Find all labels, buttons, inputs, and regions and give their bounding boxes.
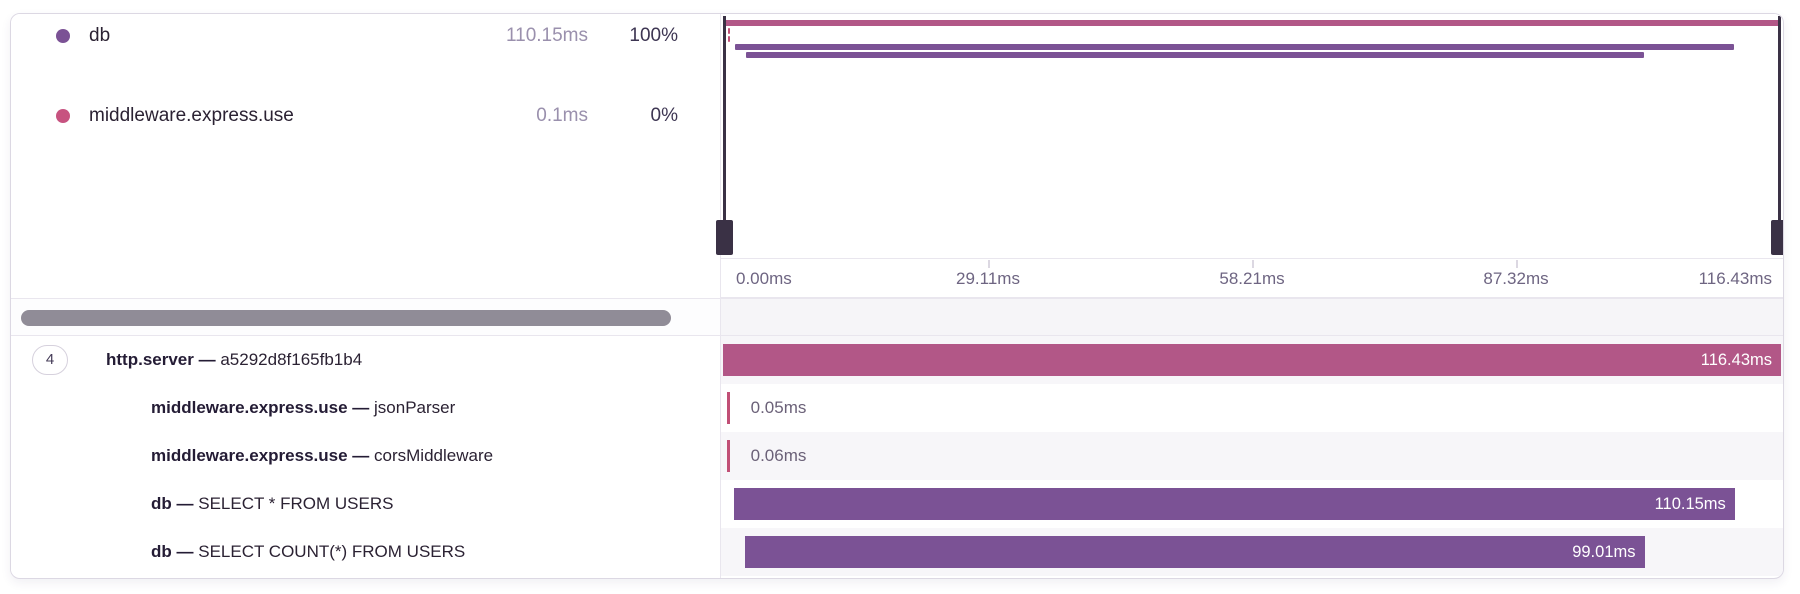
- span-duration-bar[interactable]: [726, 440, 730, 472]
- axis-label: 0.00ms: [736, 269, 792, 288]
- bar-track: 0.05ms: [723, 384, 1781, 432]
- axis-tick: [1516, 260, 1518, 268]
- db-color-dot: [56, 29, 70, 43]
- span-row-label-cell: middleware.express.use — corsMiddleware: [11, 432, 720, 480]
- minimap-bar-jsonparser: [727, 28, 730, 34]
- span-row-bar-cell: 116.43ms: [720, 336, 1783, 384]
- legend-percent: 0%: [650, 105, 678, 126]
- legend-percent: 100%: [629, 25, 678, 46]
- separator: —: [176, 542, 194, 561]
- span-op: http.server: [106, 350, 194, 369]
- span-tree: 4 http.server — a5292d8f165fb1b4 116.43m…: [11, 336, 1783, 576]
- legend-duration: 110.15ms: [505, 25, 588, 46]
- axis-label: 29.11ms: [956, 269, 1020, 288]
- minimap-selection-left-line: [723, 16, 726, 254]
- span-row-label-cell: db — SELECT * FROM USERS: [11, 480, 720, 528]
- span-row-label-cell: 4 http.server — a5292d8f165fb1b4: [11, 336, 720, 384]
- legend-item-db: db 110.15ms 100%: [11, 14, 720, 58]
- minimap-selection-right-line: [1778, 16, 1781, 254]
- span-duration-label: 0.05ms: [750, 398, 807, 417]
- span-title: db — SELECT * FROM USERS: [151, 480, 393, 528]
- separator: —: [176, 494, 194, 513]
- minimap-right-drag-handle[interactable]: [1771, 220, 1783, 255]
- span-row-db-count[interactable]: db — SELECT COUNT(*) FROM USERS 99.01ms: [11, 528, 1783, 576]
- axis-label: 116.43ms: [1698, 269, 1772, 288]
- span-ops-breakdown: db 110.15ms 100% middleware.express.use …: [11, 14, 720, 298]
- minimap-bar-db-count: [745, 52, 1644, 58]
- legend-item-middleware: middleware.express.use 0.1ms 0%: [11, 94, 720, 138]
- separator: —: [352, 398, 370, 417]
- minimap-bar-corsmiddleware: [727, 36, 730, 42]
- minimap-bar-db-select: [734, 44, 1734, 50]
- span-title: middleware.express.use — corsMiddleware: [151, 432, 493, 480]
- span-op: middleware.express.use: [151, 446, 348, 465]
- span-row-jsonparser[interactable]: middleware.express.use — jsonParser 0.05…: [11, 384, 1783, 432]
- span-duration-label: 116.43ms: [1700, 351, 1772, 369]
- span-duration-label: 0.06ms: [750, 446, 807, 465]
- span-list-scrollbar-track[interactable]: [11, 298, 720, 336]
- span-row-label-cell: middleware.express.use — jsonParser: [11, 384, 720, 432]
- span-duration-bar[interactable]: 116.43ms: [723, 344, 1781, 376]
- span-row-http-server[interactable]: 4 http.server — a5292d8f165fb1b4 116.43m…: [11, 336, 1783, 384]
- span-op: db: [151, 542, 172, 561]
- span-op: db: [151, 494, 172, 513]
- span-duration-bar[interactable]: [726, 392, 730, 424]
- span-op: middleware.express.use: [151, 398, 348, 417]
- span-row-bar-cell: 0.06ms: [720, 432, 1783, 480]
- span-duration-label: 99.01ms: [1572, 543, 1636, 561]
- minimap-bar-http-server: [724, 20, 1780, 26]
- span-description: SELECT COUNT(*) FROM USERS: [198, 542, 466, 561]
- separator: —: [352, 446, 370, 465]
- timeline-column: 0.00ms 29.11ms 58.21ms 87.32ms 116.43ms: [716, 14, 1783, 578]
- minimap-left-drag-handle[interactable]: [716, 220, 733, 255]
- child-count-badge[interactable]: 4: [32, 345, 68, 375]
- bar-track: 99.01ms: [723, 528, 1781, 576]
- span-row-bar-cell: 110.15ms: [720, 480, 1783, 528]
- legend-duration: 0.1ms: [536, 105, 588, 126]
- scrollbar-row-timeline-side: [720, 298, 1783, 336]
- separator: —: [198, 350, 216, 369]
- span-row-label-cell: db — SELECT COUNT(*) FROM USERS: [11, 528, 720, 576]
- time-axis-track: 0.00ms 29.11ms 58.21ms 87.32ms 116.43ms: [724, 260, 1780, 297]
- span-description: a5292d8f165fb1b4: [220, 350, 363, 369]
- time-axis: 0.00ms 29.11ms 58.21ms 87.32ms 116.43ms: [721, 260, 1783, 298]
- span-title: db — SELECT COUNT(*) FROM USERS: [151, 528, 465, 576]
- bar-track: 110.15ms: [723, 480, 1781, 528]
- middleware-color-dot: [56, 109, 70, 123]
- span-row-bar-cell: 99.01ms: [720, 528, 1783, 576]
- trace-waterfall-panel: db 110.15ms 100% middleware.express.use …: [10, 13, 1784, 579]
- span-description: corsMiddleware: [374, 446, 494, 465]
- span-row-bar-cell: 0.05ms: [720, 384, 1783, 432]
- span-duration-bar[interactable]: 99.01ms: [744, 536, 1645, 568]
- span-row-db-select[interactable]: db — SELECT * FROM USERS 110.15ms: [11, 480, 1783, 528]
- axis-label: 87.32ms: [1483, 269, 1549, 288]
- span-description: jsonParser: [374, 398, 456, 417]
- axis-tick: [988, 260, 990, 268]
- span-title: middleware.express.use — jsonParser: [151, 384, 455, 432]
- span-description: SELECT * FROM USERS: [198, 494, 394, 513]
- trace-minimap[interactable]: [716, 14, 1783, 259]
- span-duration-bar[interactable]: 110.15ms: [733, 488, 1735, 520]
- bar-track: 0.06ms: [723, 432, 1781, 480]
- legend-op-label: middleware.express.use: [89, 105, 294, 126]
- span-title: http.server — a5292d8f165fb1b4: [106, 336, 362, 384]
- bar-track: 116.43ms: [723, 336, 1781, 384]
- span-duration-label: 110.15ms: [1654, 495, 1726, 513]
- span-row-corsmiddleware[interactable]: middleware.express.use — corsMiddleware …: [11, 432, 1783, 480]
- legend-op-label: db: [89, 25, 111, 46]
- axis-tick: [1252, 260, 1254, 268]
- span-list-scrollbar-thumb[interactable]: [21, 310, 671, 326]
- axis-label: 58.21ms: [1219, 269, 1285, 288]
- minimap-track: [716, 14, 1783, 258]
